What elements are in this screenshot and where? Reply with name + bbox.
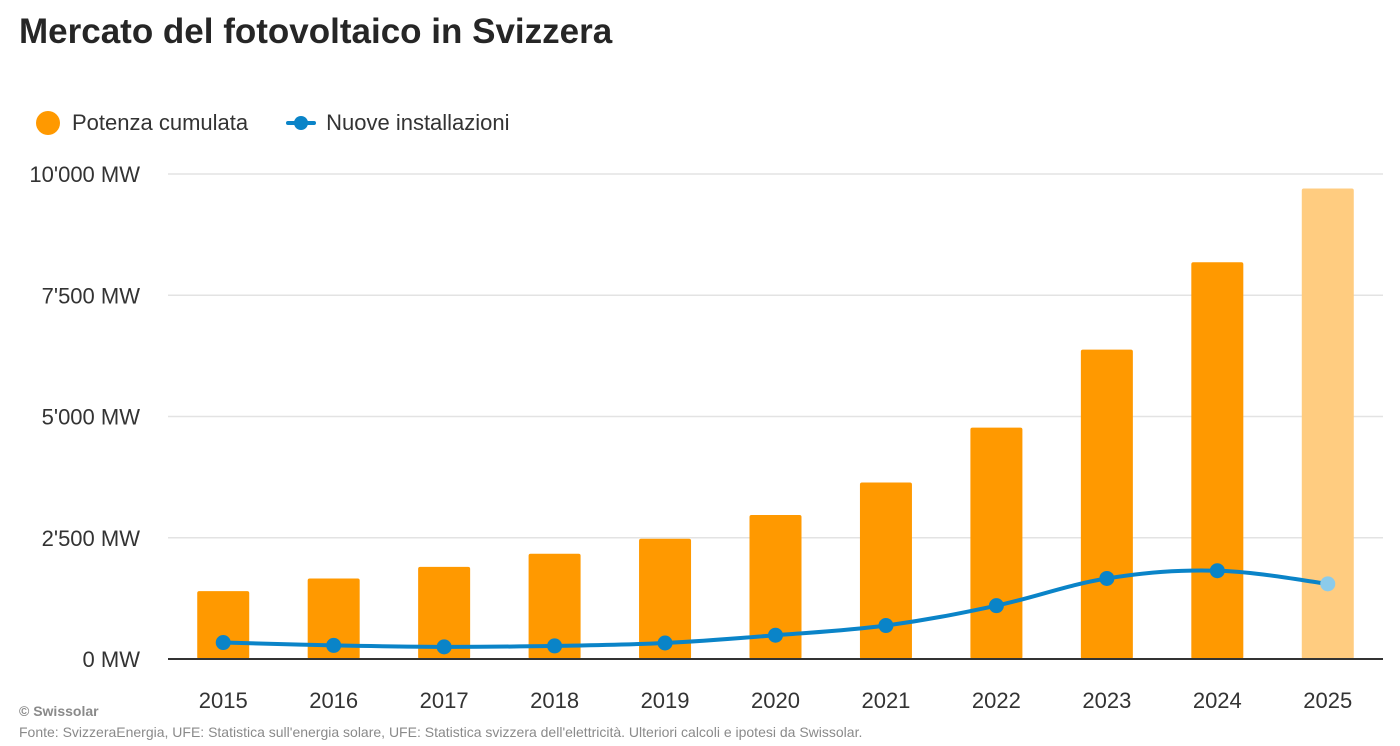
y-tick-label: 5'000 MW xyxy=(42,405,141,430)
bar[interactable] xyxy=(418,566,471,659)
bar[interactable] xyxy=(528,553,581,659)
line-point[interactable] xyxy=(547,638,563,654)
y-tick-label: 7'500 MW xyxy=(42,283,141,308)
legend-item-bar[interactable]: Potenza cumulata xyxy=(36,110,248,136)
line-point[interactable] xyxy=(326,637,342,653)
x-tick-label: 2020 xyxy=(751,688,800,713)
bar[interactable] xyxy=(749,514,802,659)
chart-legend: Potenza cumulata Nuove installazioni xyxy=(36,110,548,136)
line-point[interactable] xyxy=(768,627,783,643)
y-tick-label: 0 MW xyxy=(83,647,141,672)
copyright-text: © Swissolar xyxy=(19,703,99,719)
bar[interactable] xyxy=(639,538,692,659)
x-tick-label: 2024 xyxy=(1193,688,1242,713)
line-point[interactable] xyxy=(1099,570,1115,586)
bar[interactable] xyxy=(307,578,360,659)
chart-title: Mercato del fotovoltaico in Svizzera xyxy=(19,12,613,51)
x-tick-label: 2021 xyxy=(861,688,910,713)
line-point[interactable] xyxy=(215,635,231,651)
line-point[interactable] xyxy=(1320,576,1336,592)
line-point[interactable] xyxy=(1209,563,1225,579)
x-tick-label: 2025 xyxy=(1303,688,1352,713)
line-point[interactable] xyxy=(657,635,673,651)
line-point[interactable] xyxy=(988,598,1004,614)
legend-item-line[interactable]: Nuove installazioni xyxy=(286,110,510,136)
bar[interactable] xyxy=(859,482,912,659)
bar[interactable] xyxy=(1191,262,1244,659)
y-tick-label: 10'000 MW xyxy=(29,162,140,187)
y-tick-label: 2'500 MW xyxy=(42,526,141,551)
bar[interactable] xyxy=(1301,188,1354,660)
legend-bar-swatch xyxy=(36,111,60,135)
legend-line-dot xyxy=(294,116,309,130)
x-tick-label: 2017 xyxy=(420,688,469,713)
source-text: Fonte: SvizzeraEnergia, UFE: Statistica … xyxy=(19,724,863,740)
x-tick-label: 2015 xyxy=(199,688,248,713)
x-tick-label: 2018 xyxy=(530,688,579,713)
x-tick-label: 2023 xyxy=(1082,688,1131,713)
x-tick-label: 2016 xyxy=(309,688,358,713)
line-point[interactable] xyxy=(436,639,452,655)
x-tick-label: 2019 xyxy=(641,688,690,713)
line-point[interactable] xyxy=(878,618,894,634)
bar[interactable] xyxy=(1080,349,1133,659)
bar[interactable] xyxy=(970,427,1023,659)
x-tick-label: 2022 xyxy=(972,688,1021,713)
legend-bar-label: Potenza cumulata xyxy=(72,110,249,135)
legend-line-label: Nuove installazioni xyxy=(326,110,510,135)
legend-line-swatch xyxy=(286,111,317,135)
